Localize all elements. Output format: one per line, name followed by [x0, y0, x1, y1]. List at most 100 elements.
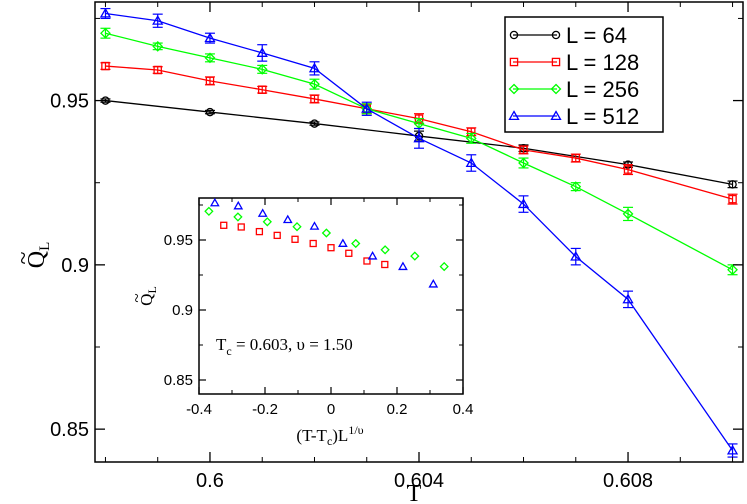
inset-point-l-256	[380, 245, 390, 255]
legend-marker-l-256	[508, 83, 520, 95]
data-point-l-512	[204, 32, 216, 43]
inset-point-l-256	[262, 217, 272, 227]
legend-item-l-512: L = 512	[508, 104, 639, 129]
main-plot: 0.6 0.604 0.608 0.85 0.9 0.95 T QL ~	[11, 1, 744, 504]
inset-point-l-512	[367, 251, 378, 260]
inset-point-l-256	[233, 212, 243, 222]
series-l-512	[99, 7, 739, 458]
inset-point-l-128	[273, 231, 281, 240]
data-point-l-256	[518, 157, 529, 169]
inset-x-tick-label: 0.4	[453, 401, 474, 418]
legend-label-l-128: L = 128	[566, 50, 639, 75]
inset-point-l-128	[363, 257, 371, 265]
x-tick-label: 0.604	[394, 470, 444, 492]
x-tick-label: 0.6	[196, 470, 224, 492]
inset-x-tick-label: 0	[327, 401, 335, 418]
y-tick-label: 0.85	[50, 419, 89, 441]
data-point-l-512	[152, 14, 164, 25]
legend-frame	[504, 16, 664, 133]
main-y-axis-label-text: QL	[24, 242, 53, 269]
inset-point-l-128	[237, 223, 245, 231]
inset-point-l-256	[321, 228, 332, 238]
inset-point-l-128	[255, 227, 264, 236]
data-point-l-256	[152, 40, 164, 52]
data-point-l-512	[465, 157, 477, 168]
inset-point-l-256	[292, 222, 302, 232]
data-point-l-256	[465, 132, 477, 144]
inset-point-l-512	[233, 200, 244, 210]
inset-x-tick-label: 0.2	[387, 401, 408, 418]
data-point-l-256	[622, 208, 634, 220]
legend-item-l-256: L = 256	[508, 77, 639, 102]
inset-point-l-128	[309, 239, 317, 248]
inset-series-l-128	[220, 221, 389, 269]
series-line-l-128	[105, 65, 733, 200]
y-tick-label: 0.9	[61, 255, 89, 277]
inset-annotation: Tc = 0.603, υ = 1.50	[216, 335, 353, 358]
data-point-l-64	[310, 119, 319, 128]
data-point-l-256	[309, 78, 320, 90]
data-point-l-256	[100, 27, 111, 39]
data-point-l-256	[204, 52, 216, 64]
legend-marker-l-128	[551, 57, 561, 67]
inset-x-tick-label: -0.4	[186, 401, 212, 418]
inset-plot: -0.4 -0.2 0 0.2 0.4 0.85 0.9 0.95 Tc = 0.603, υ…	[127, 197, 474, 448]
data-point-l-128	[728, 194, 737, 204]
data-point-l-512	[517, 198, 530, 209]
inset-point-l-128	[327, 244, 335, 252]
x-tick-label: 0.608	[603, 470, 653, 492]
data-point-l-512	[308, 62, 321, 73]
legend-marker-l-256	[550, 83, 562, 95]
data-point-l-256	[570, 181, 582, 193]
inset-point-l-256	[410, 251, 420, 261]
inset-y-axis-label-tilde: ~	[127, 293, 146, 302]
legend-marker-l-64	[509, 30, 519, 40]
data-point-l-512	[99, 7, 112, 18]
inset-plot-frame	[198, 197, 464, 395]
inset-point-l-512	[309, 221, 320, 230]
data-point-l-128	[519, 145, 528, 155]
data-point-l-128	[571, 153, 581, 163]
series-line-l-256	[105, 32, 733, 271]
inset-point-l-512	[338, 238, 348, 247]
data-point-l-128	[101, 61, 110, 71]
main-series-layer	[99, 7, 739, 458]
main-x-axis-label: T	[407, 481, 422, 504]
inset-series-layer	[204, 197, 449, 288]
legend-marker-l-64	[551, 30, 561, 40]
series-l-256	[100, 27, 738, 276]
data-point-l-512	[570, 250, 582, 261]
inset-point-l-256	[351, 238, 361, 249]
main-y-axis-label-tilde: ~	[11, 251, 37, 264]
y-tick-label: 0.95	[50, 91, 89, 113]
inset-y-tick-label: 0.9	[172, 302, 193, 319]
main-y-axis-label: QL ~	[11, 242, 53, 269]
inset-point-l-128	[291, 235, 299, 243]
series-line-l-512	[105, 12, 734, 451]
inset-y-tick-label: 0.95	[164, 232, 193, 249]
inset-ticks: -0.4 -0.2 0 0.2 0.4 0.85 0.9 0.95	[164, 198, 474, 418]
data-point-l-512	[726, 444, 739, 455]
inset-series-l-256	[204, 206, 449, 272]
data-point-l-512	[622, 293, 634, 304]
legend-label-l-512: L = 512	[566, 104, 639, 129]
data-point-l-64	[728, 180, 737, 189]
inset-point-l-512	[257, 208, 268, 217]
inset-point-l-512	[398, 261, 408, 271]
data-point-l-128	[623, 165, 633, 174]
inset-point-l-512	[209, 197, 220, 207]
inset-point-l-512	[282, 214, 293, 224]
inset-y-tick-label: 0.85	[164, 372, 193, 389]
inset-point-l-128	[345, 249, 353, 257]
inset-series-l-512	[209, 197, 439, 288]
data-point-l-512	[413, 132, 425, 143]
inset-point-l-128	[381, 260, 389, 269]
data-point-l-128	[310, 94, 319, 104]
data-point-l-256	[256, 63, 268, 75]
inset-point-l-512	[428, 279, 439, 288]
data-point-l-64	[205, 107, 215, 117]
inset-x-tick-label: -0.2	[252, 401, 278, 418]
data-point-l-512	[361, 102, 373, 113]
